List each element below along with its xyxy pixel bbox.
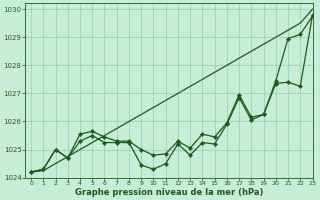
X-axis label: Graphe pression niveau de la mer (hPa): Graphe pression niveau de la mer (hPa) (75, 188, 263, 197)
